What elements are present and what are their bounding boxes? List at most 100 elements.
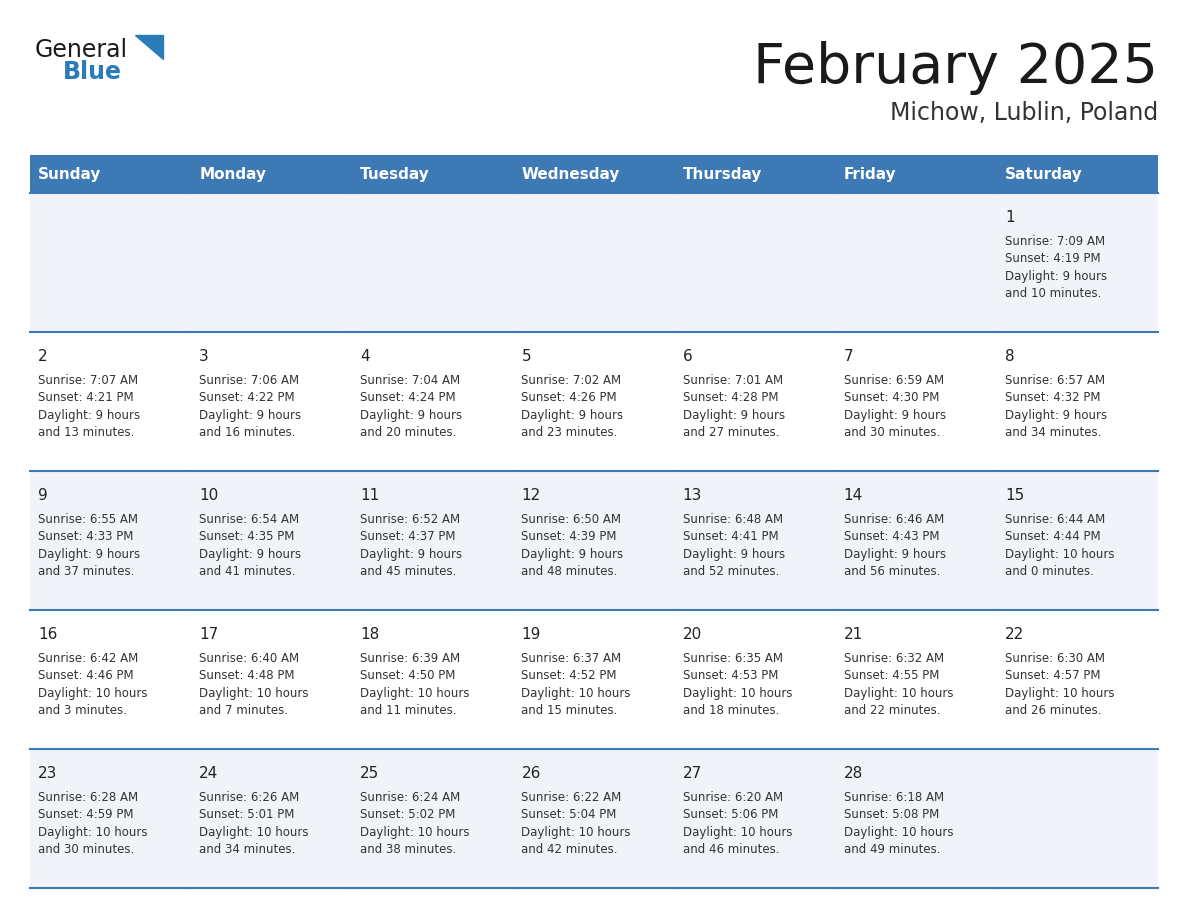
Bar [353,610,513,749]
Text: 23: 23 [38,766,57,780]
Bar [353,471,513,610]
Bar [675,193,835,332]
Text: 5: 5 [522,349,531,364]
Text: 18: 18 [360,627,380,642]
Text: 1: 1 [1005,209,1015,225]
Text: 19: 19 [522,627,541,642]
Text: Sunrise: 6:24 AM
Sunset: 5:02 PM
Daylight: 10 hours
and 38 minutes.: Sunrise: 6:24 AM Sunset: 5:02 PM Dayligh… [360,790,469,856]
Text: Sunrise: 6:18 AM
Sunset: 5:08 PM
Daylight: 10 hours
and 49 minutes.: Sunrise: 6:18 AM Sunset: 5:08 PM Dayligh… [843,790,953,856]
Text: Monday: Monday [200,167,266,183]
Text: 10: 10 [200,487,219,503]
Text: 25: 25 [360,766,380,780]
Text: Saturday: Saturday [1005,167,1082,183]
Text: Sunrise: 6:40 AM
Sunset: 4:48 PM
Daylight: 10 hours
and 7 minutes.: Sunrise: 6:40 AM Sunset: 4:48 PM Dayligh… [200,652,309,717]
Bar [30,749,191,888]
Text: Tuesday: Tuesday [360,167,430,183]
Text: 24: 24 [200,766,219,780]
Text: 28: 28 [843,766,862,780]
Bar [513,155,675,193]
Text: 9: 9 [38,487,48,503]
Text: Sunrise: 6:42 AM
Sunset: 4:46 PM
Daylight: 10 hours
and 3 minutes.: Sunrise: 6:42 AM Sunset: 4:46 PM Dayligh… [38,652,147,717]
Text: February 2025: February 2025 [753,41,1158,95]
Bar [997,155,1158,193]
Text: Sunrise: 6:50 AM
Sunset: 4:39 PM
Daylight: 9 hours
and 48 minutes.: Sunrise: 6:50 AM Sunset: 4:39 PM Dayligh… [522,512,624,578]
Text: Sunrise: 6:20 AM
Sunset: 5:06 PM
Daylight: 10 hours
and 46 minutes.: Sunrise: 6:20 AM Sunset: 5:06 PM Dayligh… [683,790,792,856]
Text: 22: 22 [1005,627,1024,642]
Text: General: General [34,38,128,62]
Text: 20: 20 [683,627,702,642]
Bar [997,749,1158,888]
Text: Sunday: Sunday [38,167,101,183]
Bar [675,155,835,193]
Text: 21: 21 [843,627,862,642]
Bar [191,471,353,610]
Text: Sunrise: 7:07 AM
Sunset: 4:21 PM
Daylight: 9 hours
and 13 minutes.: Sunrise: 7:07 AM Sunset: 4:21 PM Dayligh… [38,374,140,439]
Text: 16: 16 [38,627,57,642]
Bar [353,193,513,332]
Bar [191,193,353,332]
Bar [30,193,191,332]
Bar [835,749,997,888]
Bar [191,332,353,471]
Bar [513,471,675,610]
Text: Sunrise: 6:26 AM
Sunset: 5:01 PM
Daylight: 10 hours
and 34 minutes.: Sunrise: 6:26 AM Sunset: 5:01 PM Dayligh… [200,790,309,856]
Bar [513,610,675,749]
Bar [997,610,1158,749]
Bar [513,193,675,332]
Text: Sunrise: 7:09 AM
Sunset: 4:19 PM
Daylight: 9 hours
and 10 minutes.: Sunrise: 7:09 AM Sunset: 4:19 PM Dayligh… [1005,235,1107,300]
Bar [675,749,835,888]
Bar [30,610,191,749]
Text: Sunrise: 6:54 AM
Sunset: 4:35 PM
Daylight: 9 hours
and 41 minutes.: Sunrise: 6:54 AM Sunset: 4:35 PM Dayligh… [200,512,302,578]
Text: Sunrise: 6:48 AM
Sunset: 4:41 PM
Daylight: 9 hours
and 52 minutes.: Sunrise: 6:48 AM Sunset: 4:41 PM Dayligh… [683,512,785,578]
Text: 15: 15 [1005,487,1024,503]
Text: Sunrise: 6:35 AM
Sunset: 4:53 PM
Daylight: 10 hours
and 18 minutes.: Sunrise: 6:35 AM Sunset: 4:53 PM Dayligh… [683,652,792,717]
Text: Sunrise: 6:46 AM
Sunset: 4:43 PM
Daylight: 9 hours
and 56 minutes.: Sunrise: 6:46 AM Sunset: 4:43 PM Dayligh… [843,512,946,578]
Text: Sunrise: 7:01 AM
Sunset: 4:28 PM
Daylight: 9 hours
and 27 minutes.: Sunrise: 7:01 AM Sunset: 4:28 PM Dayligh… [683,374,785,439]
Text: Michow, Lublin, Poland: Michow, Lublin, Poland [890,101,1158,125]
Text: 12: 12 [522,487,541,503]
Bar [30,332,191,471]
Bar [30,471,191,610]
Bar [30,155,191,193]
Text: Sunrise: 6:59 AM
Sunset: 4:30 PM
Daylight: 9 hours
and 30 minutes.: Sunrise: 6:59 AM Sunset: 4:30 PM Dayligh… [843,374,946,439]
Text: 7: 7 [843,349,853,364]
Text: 17: 17 [200,627,219,642]
Text: Sunrise: 6:28 AM
Sunset: 4:59 PM
Daylight: 10 hours
and 30 minutes.: Sunrise: 6:28 AM Sunset: 4:59 PM Dayligh… [38,790,147,856]
Bar [353,332,513,471]
Text: Blue: Blue [63,60,122,84]
Bar [353,749,513,888]
Bar [835,193,997,332]
Text: Sunrise: 6:52 AM
Sunset: 4:37 PM
Daylight: 9 hours
and 45 minutes.: Sunrise: 6:52 AM Sunset: 4:37 PM Dayligh… [360,512,462,578]
Text: Sunrise: 6:30 AM
Sunset: 4:57 PM
Daylight: 10 hours
and 26 minutes.: Sunrise: 6:30 AM Sunset: 4:57 PM Dayligh… [1005,652,1114,717]
Text: Sunrise: 6:55 AM
Sunset: 4:33 PM
Daylight: 9 hours
and 37 minutes.: Sunrise: 6:55 AM Sunset: 4:33 PM Dayligh… [38,512,140,578]
Bar [675,332,835,471]
Text: Sunrise: 7:06 AM
Sunset: 4:22 PM
Daylight: 9 hours
and 16 minutes.: Sunrise: 7:06 AM Sunset: 4:22 PM Dayligh… [200,374,302,439]
Text: 8: 8 [1005,349,1015,364]
Bar [835,610,997,749]
Text: 26: 26 [522,766,541,780]
Bar [675,471,835,610]
Bar [997,332,1158,471]
Bar [835,155,997,193]
Text: 2: 2 [38,349,48,364]
Text: Sunrise: 7:04 AM
Sunset: 4:24 PM
Daylight: 9 hours
and 20 minutes.: Sunrise: 7:04 AM Sunset: 4:24 PM Dayligh… [360,374,462,439]
Text: Sunrise: 6:37 AM
Sunset: 4:52 PM
Daylight: 10 hours
and 15 minutes.: Sunrise: 6:37 AM Sunset: 4:52 PM Dayligh… [522,652,631,717]
Text: Sunrise: 7:02 AM
Sunset: 4:26 PM
Daylight: 9 hours
and 23 minutes.: Sunrise: 7:02 AM Sunset: 4:26 PM Dayligh… [522,374,624,439]
Bar [513,332,675,471]
Bar [997,471,1158,610]
Bar [513,749,675,888]
Bar [997,193,1158,332]
Text: Sunrise: 6:32 AM
Sunset: 4:55 PM
Daylight: 10 hours
and 22 minutes.: Sunrise: 6:32 AM Sunset: 4:55 PM Dayligh… [843,652,953,717]
Bar [835,471,997,610]
Text: 14: 14 [843,487,862,503]
Text: 11: 11 [360,487,380,503]
Text: Sunrise: 6:39 AM
Sunset: 4:50 PM
Daylight: 10 hours
and 11 minutes.: Sunrise: 6:39 AM Sunset: 4:50 PM Dayligh… [360,652,469,717]
Bar [191,155,353,193]
Polygon shape [135,35,163,59]
Text: Friday: Friday [843,167,897,183]
Text: Sunrise: 6:57 AM
Sunset: 4:32 PM
Daylight: 9 hours
and 34 minutes.: Sunrise: 6:57 AM Sunset: 4:32 PM Dayligh… [1005,374,1107,439]
Text: 3: 3 [200,349,209,364]
Text: Thursday: Thursday [683,167,762,183]
Bar [675,610,835,749]
Text: 13: 13 [683,487,702,503]
